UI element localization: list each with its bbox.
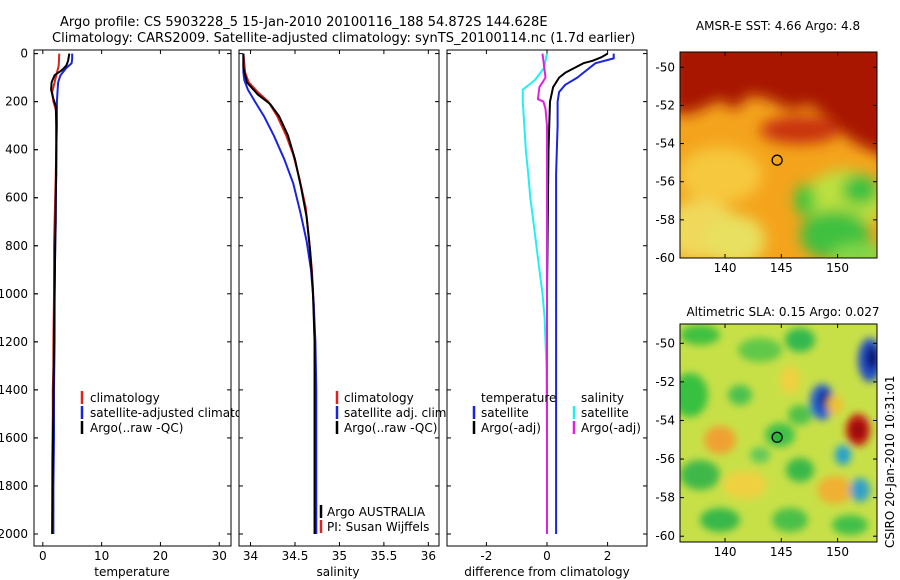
y-tick-label: -54: [655, 413, 675, 427]
x-tick-label: 145: [770, 545, 793, 559]
sst-map-panel: AMSR-E SST: 4.66 Argo: 4.8 140 145 150 -50 -…: [655, 19, 878, 275]
temperature-profile-panel: 0 10 20 30 0 200 400 600 800 1000 1200 1400 1600 1800…: [0, 47, 268, 579]
x-tick-label: 0: [39, 549, 47, 563]
legend-sal-argo-label: Argo(-adj): [581, 421, 641, 435]
temperature-xlabel: temperature: [94, 565, 169, 579]
y-tick-label: 600: [5, 191, 28, 205]
sla-map-panel: Altimetric SLA: 0.15 Argo: 0.027: [655, 305, 879, 559]
annotation-program: Argo AUSTRALIA: [327, 505, 426, 519]
legend-climatology-label: climatology: [90, 391, 160, 405]
y-tick-label: -52: [655, 375, 675, 389]
y-tick-label: -56: [655, 175, 675, 189]
sst-field: [680, 52, 877, 258]
x-tick-label: 35: [332, 549, 347, 563]
legend-climatology-label: climatology: [344, 391, 414, 405]
difference-profile-panel: -2 0 2 difference from climatology tempera…: [446, 49, 648, 579]
x-tick-label: 140: [714, 261, 737, 275]
salinity-legend: climatology satellite adj. clim. Argo(..…: [335, 391, 450, 435]
legend-temperature-header: temperature: [481, 391, 556, 405]
figure-title-line1: Argo profile: CS 5903228_5 15-Jan-2010 2…: [60, 15, 548, 30]
series-line-temperature-argo-adj-: [546, 52, 609, 534]
y-tick-label: 0: [20, 47, 28, 61]
series-line-temperature-satellite: [555, 53, 615, 534]
y-tick-label: -52: [655, 98, 675, 112]
annotation-pi: PI: Susan Wijffels: [327, 520, 429, 534]
series-line-argo-raw-qc-: [242, 53, 316, 534]
y-tick-label: 400: [5, 143, 28, 157]
y-tick-label: 1600: [0, 431, 28, 445]
legend-sal-satellite-label: satellite: [581, 406, 629, 420]
x-tick-label: 35.5: [371, 549, 398, 563]
y-tick-label: -56: [655, 452, 675, 466]
x-tick-label: 145: [770, 261, 793, 275]
temperature-axes-box: [33, 49, 232, 547]
y-tick-label: -58: [655, 491, 675, 505]
y-tick-label: 1000: [0, 287, 28, 301]
x-tick-label: 10: [94, 549, 109, 563]
sst-map-title: AMSR-E SST: 4.66 Argo: 4.8: [696, 19, 860, 33]
x-tick-label: 34.5: [282, 549, 309, 563]
x-tick-label: 34: [243, 549, 258, 563]
series-line-argo-raw-qc-: [50, 53, 71, 535]
side-credit-label: CSIRO 20-Jan-2010 10:31:01: [883, 376, 897, 548]
y-tick-label: 800: [5, 239, 28, 253]
legend-argo-label: Argo(..raw -QC): [344, 421, 437, 435]
figure-title-line2: Climatology: CARS2009. Satellite-adjuste…: [52, 31, 635, 46]
x-tick-label: 30: [212, 549, 227, 563]
legend-temp-satellite-label: satellite: [481, 406, 529, 420]
salinity-xlabel: salinity: [316, 565, 359, 579]
legend-satellite-label: satellite adj. clim.: [344, 406, 450, 420]
x-tick-label: 140: [714, 545, 737, 559]
y-tick-label: 1800: [0, 479, 28, 493]
series-line-salinity-argo-adj-: [536, 53, 548, 534]
x-tick-label: 150: [826, 545, 849, 559]
x-tick-label: 36: [421, 549, 436, 563]
y-tick-label: 1400: [0, 383, 28, 397]
sst-map-frame: [679, 51, 878, 259]
x-tick-label: 0: [543, 549, 551, 563]
x-tick-label: 150: [826, 261, 849, 275]
argo-float-marker: [771, 431, 783, 443]
y-tick-label: 200: [5, 95, 28, 109]
y-tick-label: -58: [655, 213, 675, 227]
y-tick-label: -50: [655, 60, 675, 74]
sla-map-frame: [679, 323, 878, 543]
y-tick-label: -60: [655, 251, 675, 265]
x-tick-label: 20: [153, 549, 168, 563]
legend-satellite-label: satellite-adjusted climatology: [90, 406, 268, 420]
legend-temp-argo-label: Argo(-adj): [481, 421, 541, 435]
difference-legend: temperature satellite Argo(-adj) salinit…: [472, 391, 641, 435]
salinity-profile-panel: 34 34.5 35 35.5 36 salinity climatology sate…: [238, 49, 450, 579]
y-tick-label: -54: [655, 137, 675, 151]
legend-salinity-header: salinity: [581, 391, 624, 405]
series-line-satellite-adj-clim-: [242, 53, 318, 534]
legend-argo-label: Argo(..raw -QC): [90, 421, 183, 435]
difference-xlabel: difference from climatology: [464, 565, 630, 579]
x-tick-label: -2: [480, 549, 492, 563]
y-tick-label: -50: [655, 336, 675, 350]
x-tick-label: 2: [604, 549, 612, 563]
y-tick-label: -60: [655, 529, 675, 543]
sla-map-title: Altimetric SLA: 0.15 Argo: 0.027: [686, 305, 879, 319]
y-tick-label: 2000: [0, 527, 28, 541]
temperature-legend: climatology satellite-adjusted climatolo…: [80, 391, 268, 435]
y-tick-label: 1200: [0, 335, 28, 349]
argo-float-marker: [771, 154, 783, 166]
series-line-salinity-satellite: [521, 53, 548, 534]
